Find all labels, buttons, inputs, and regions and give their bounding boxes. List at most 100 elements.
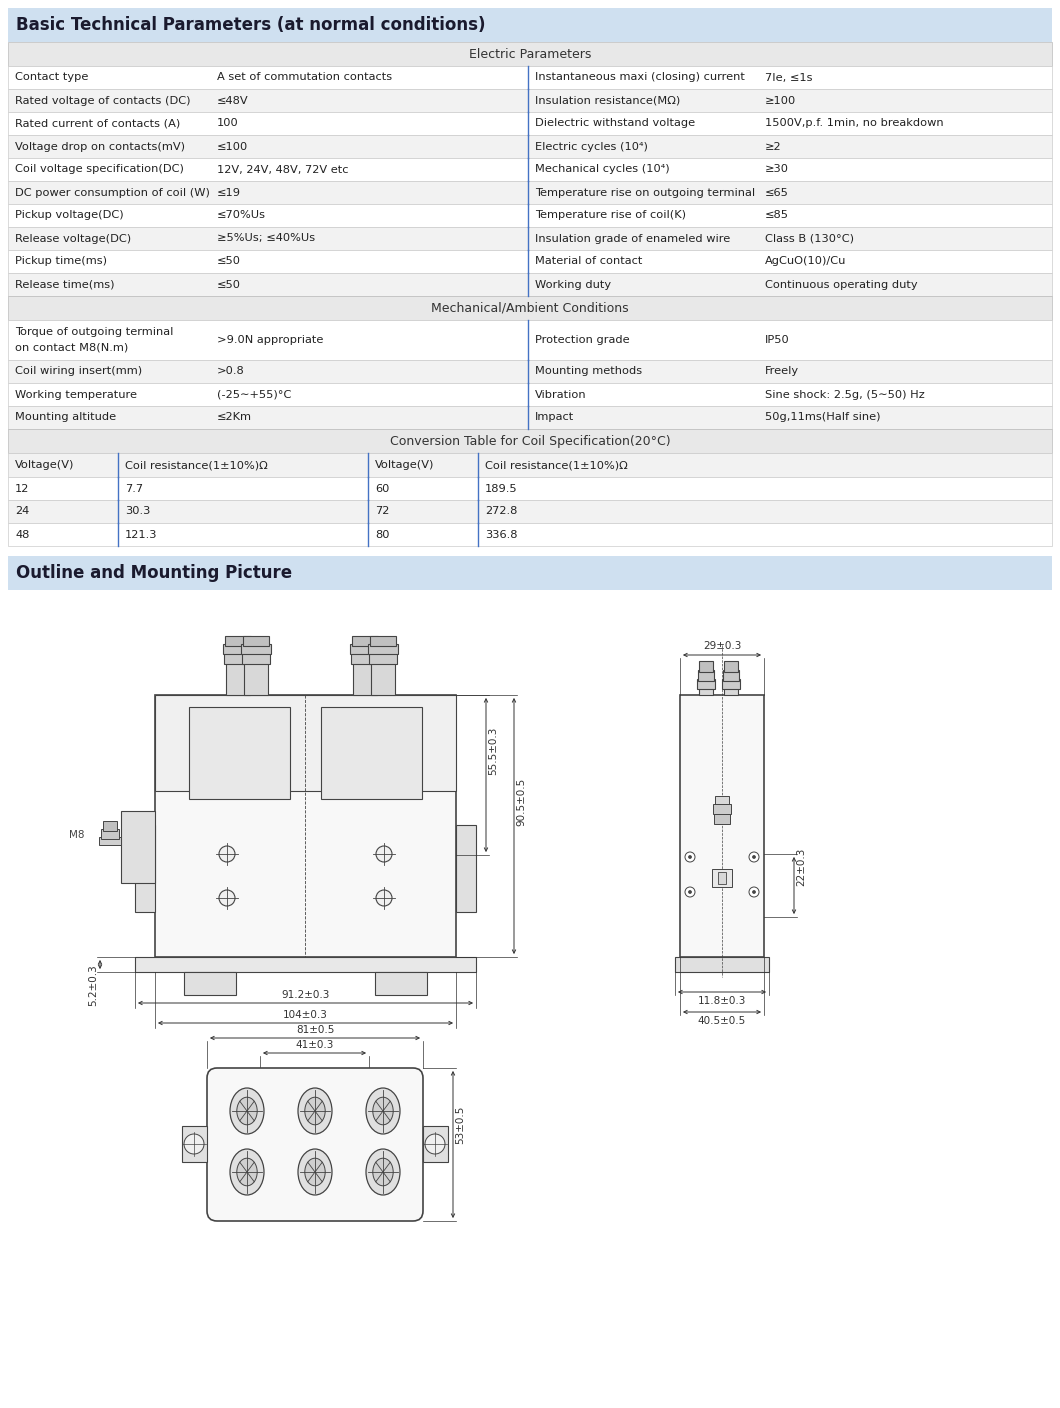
Bar [681, 696, 764, 957]
Text: Working temperature: Working temperature [15, 390, 137, 400]
Circle shape [219, 846, 235, 862]
Text: ≤70%Us: ≤70%Us [217, 211, 266, 221]
Text: 5.2±0.3: 5.2±0.3 [88, 964, 98, 1007]
Bar [722, 679, 740, 689]
Bar [8, 204, 1052, 227]
Bar [718, 872, 726, 884]
Text: Instantaneous maxi (closing) current: Instantaneous maxi (closing) current [535, 72, 745, 83]
Bar [121, 811, 155, 883]
Bar [724, 687, 738, 696]
Text: Voltage drop on contacts(mV): Voltage drop on contacts(mV) [15, 141, 185, 152]
Bar [226, 662, 250, 696]
Ellipse shape [373, 1097, 393, 1125]
Text: ≥30: ≥30 [765, 165, 789, 175]
Text: 41±0.3: 41±0.3 [296, 1041, 334, 1050]
Ellipse shape [366, 1088, 400, 1133]
Bar [697, 679, 716, 689]
Text: 7.7: 7.7 [125, 483, 143, 493]
Bar [699, 660, 713, 672]
Bar [423, 1126, 448, 1162]
Bar [369, 652, 398, 665]
Text: Torque of outgoing terminal: Torque of outgoing terminal [15, 327, 174, 337]
Ellipse shape [366, 1149, 400, 1195]
Text: Release time(ms): Release time(ms) [15, 280, 114, 290]
Text: Protection grade: Protection grade [535, 335, 630, 345]
Text: Temperature rise of coil(K): Temperature rise of coil(K) [535, 211, 686, 221]
Circle shape [689, 890, 691, 894]
Text: 50g,11ms(Half sine): 50g,11ms(Half sine) [765, 413, 881, 422]
Text: ≤85: ≤85 [765, 211, 789, 221]
Text: ≥5%Us; ≤40%Us: ≥5%Us; ≤40%Us [217, 234, 315, 244]
Ellipse shape [236, 1097, 258, 1125]
Ellipse shape [305, 1097, 325, 1125]
Text: 80: 80 [375, 529, 389, 539]
Bar [8, 453, 1052, 477]
Text: Pickup time(ms): Pickup time(ms) [15, 256, 107, 266]
Circle shape [376, 890, 392, 905]
Bar [351, 652, 379, 665]
Text: Temperature rise on outgoing terminal: Temperature rise on outgoing terminal [535, 187, 755, 197]
Bar [713, 804, 731, 814]
Bar [8, 8, 1052, 42]
Bar [8, 383, 1052, 406]
Text: 81±0.5: 81±0.5 [296, 1025, 334, 1035]
Text: Coil wiring insert(mm): Coil wiring insert(mm) [15, 366, 142, 376]
Text: 60: 60 [375, 483, 389, 493]
Bar [8, 556, 1052, 590]
Bar [8, 500, 1052, 522]
Bar [223, 643, 253, 653]
Text: ≥100: ≥100 [765, 96, 796, 106]
Bar [155, 696, 456, 957]
Text: 272.8: 272.8 [485, 507, 517, 517]
Text: Class B (130°C): Class B (130°C) [765, 234, 854, 244]
Text: 100: 100 [217, 118, 238, 128]
Bar [8, 429, 1052, 453]
Text: 22±0.3: 22±0.3 [796, 848, 806, 886]
Text: 336.8: 336.8 [485, 529, 517, 539]
Bar [456, 825, 476, 912]
Text: Release voltage(DC): Release voltage(DC) [15, 234, 131, 244]
Text: 91.2±0.3: 91.2±0.3 [281, 990, 330, 1000]
Text: ≤2Km: ≤2Km [217, 413, 252, 422]
Bar [371, 662, 395, 696]
Bar [8, 113, 1052, 135]
Text: >9.0N appropriate: >9.0N appropriate [217, 335, 323, 345]
Text: Working duty: Working duty [535, 280, 612, 290]
Text: 40.5±0.5: 40.5±0.5 [697, 1017, 746, 1026]
Text: Coil resistance(1±10%)Ω: Coil resistance(1±10%)Ω [125, 460, 268, 470]
Text: Coil resistance(1±10%)Ω: Coil resistance(1±10%)Ω [485, 460, 628, 470]
Text: 189.5: 189.5 [485, 483, 517, 493]
Bar [244, 662, 268, 696]
Bar [8, 251, 1052, 273]
Bar [135, 957, 476, 972]
Text: 30.3: 30.3 [125, 507, 151, 517]
Text: Dielectric withstand voltage: Dielectric withstand voltage [535, 118, 695, 128]
Text: Basic Technical Parameters (at normal conditions): Basic Technical Parameters (at normal co… [16, 15, 485, 34]
Bar [103, 821, 117, 831]
Text: 7Ie, ≤1s: 7Ie, ≤1s [765, 72, 813, 83]
Circle shape [376, 846, 392, 862]
Text: A set of commutation contacts: A set of commutation contacts [217, 72, 392, 83]
Text: 55.5±0.3: 55.5±0.3 [488, 727, 498, 774]
Bar [225, 636, 251, 646]
Bar [182, 1126, 207, 1162]
Circle shape [685, 852, 695, 862]
Text: IP50: IP50 [765, 335, 790, 345]
Text: ≤65: ≤65 [765, 187, 789, 197]
Bar [8, 360, 1052, 383]
Bar [242, 652, 270, 665]
Ellipse shape [373, 1159, 393, 1186]
Text: Mechanical/Ambient Conditions: Mechanical/Ambient Conditions [431, 301, 629, 314]
Text: Pickup voltage(DC): Pickup voltage(DC) [15, 211, 124, 221]
Text: M8: M8 [69, 829, 85, 841]
Text: Impact: Impact [535, 413, 575, 422]
Bar [99, 836, 121, 845]
Bar [714, 814, 730, 824]
Text: Insulation grade of enameled wire: Insulation grade of enameled wire [535, 234, 730, 244]
Circle shape [749, 887, 759, 897]
Bar [8, 42, 1052, 66]
Ellipse shape [230, 1088, 264, 1133]
Text: AgCuO(10)/Cu: AgCuO(10)/Cu [765, 256, 846, 266]
Text: Rated voltage of contacts (DC): Rated voltage of contacts (DC) [15, 96, 191, 106]
Bar [321, 707, 422, 798]
